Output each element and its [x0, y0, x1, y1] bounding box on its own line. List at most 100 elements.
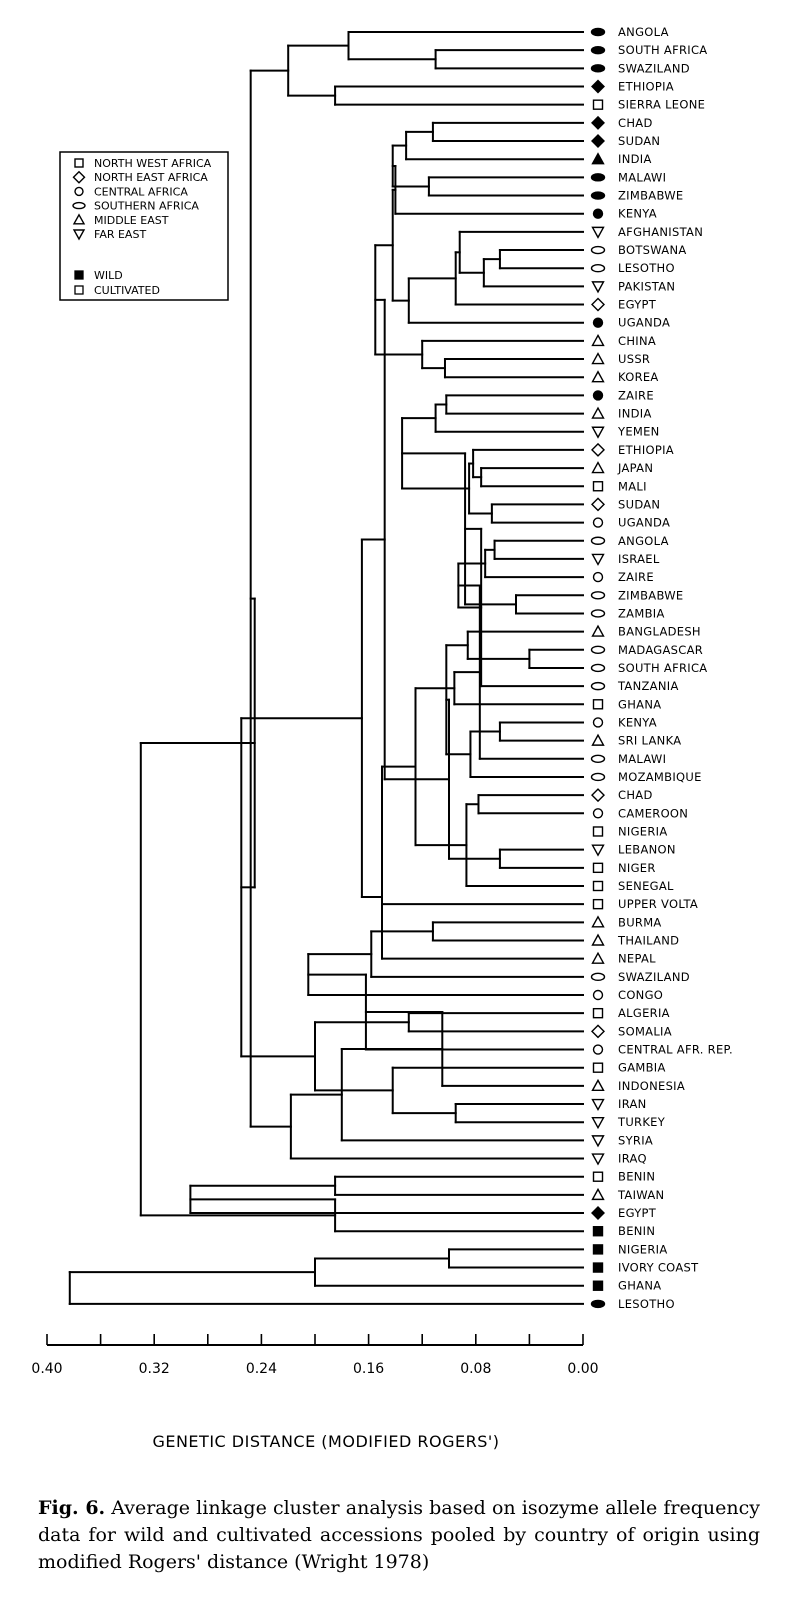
- legend-region-label-5: FAR EAST: [94, 228, 146, 241]
- ellipse-marker-13: [590, 264, 606, 273]
- triangle-up-marker-19: [591, 370, 605, 383]
- legend-open-square-icon: [74, 285, 84, 295]
- triangle-down-marker-60: [591, 1116, 605, 1130]
- leaf-label-31: ZIMBABWE: [618, 588, 683, 602]
- leaf-label-39: SRI LANKA: [618, 734, 681, 748]
- circle-marker-30: [592, 571, 604, 583]
- leaf-label-10: KENYA: [618, 207, 657, 221]
- legend-triangle-down-icon: [72, 229, 86, 241]
- triangle-down-marker-61: [591, 1135, 605, 1148]
- x-tick-label-2: 0.24: [246, 1361, 277, 1377]
- leaf-label-2: SWAZILAND: [618, 61, 690, 75]
- leaf-label-19: KOREA: [618, 370, 659, 384]
- square-marker-68: [592, 1262, 604, 1273]
- leaf-label-30: ZAIRE: [618, 570, 654, 584]
- leaf-label-54: ALGERIA: [618, 1006, 670, 1020]
- square-marker-37: [592, 699, 604, 710]
- square-marker-48: [592, 898, 604, 910]
- leaf-label-51: NEPAL: [618, 952, 656, 966]
- leaf-label-67: NIGERIA: [618, 1242, 668, 1256]
- leaf-label-12: BOTSWANA: [618, 243, 687, 257]
- leaf-label-37: GHANA: [618, 697, 661, 711]
- x-tick-label-0: 0.40: [31, 1361, 62, 1377]
- legend-box: [59, 151, 229, 301]
- leaf-label-62: IRAQ: [618, 1152, 647, 1166]
- leaf-label-70: LESOTHO: [618, 1297, 675, 1311]
- diamond-marker-26: [591, 497, 605, 512]
- caption-text: Average linkage cluster analysis based o…: [38, 1497, 760, 1573]
- circle-marker-27: [592, 517, 604, 528]
- ellipse-marker-36: [590, 681, 606, 691]
- ellipse-marker-32: [590, 609, 606, 618]
- leaf-label-56: CENTRAL AFR. REP.: [618, 1043, 733, 1057]
- leaf-label-52: SWAZILAND: [618, 970, 690, 984]
- circle-marker-43: [592, 808, 604, 819]
- triangle-down-marker-11: [591, 226, 605, 239]
- leaf-label-59: IRAN: [618, 1097, 647, 1111]
- x-axis: 0.40 0.32 0.24 0.16 0.08 0.00: [31, 1334, 599, 1377]
- leaf-label-1: SOUTH AFRICA: [618, 43, 707, 57]
- ellipse-marker-35: [590, 663, 606, 673]
- diamond-marker-55: [591, 1024, 605, 1039]
- leaf-label-5: CHAD: [618, 116, 653, 130]
- circle-marker-16: [592, 317, 604, 328]
- ellipse-marker-41: [590, 772, 606, 782]
- leaf-label-17: CHINA: [618, 334, 656, 348]
- ellipse-marker-31: [590, 591, 606, 600]
- square-marker-46: [592, 862, 604, 874]
- diamond-marker-15: [591, 297, 605, 312]
- leaf-label-48: UPPER VOLTA: [618, 897, 698, 911]
- leaf-label-46: NIGER: [618, 861, 656, 875]
- leaf-markers: [590, 27, 606, 1309]
- leaf-label-29: ISRAEL: [618, 552, 660, 566]
- leaf-label-35: SOUTH AFRICA: [618, 661, 707, 675]
- leaf-label-42: CHAD: [618, 788, 653, 802]
- diamond-marker-6: [591, 134, 605, 149]
- leaf-label-47: SENEGAL: [618, 879, 674, 893]
- x-tick-label-5: 0.00: [567, 1361, 598, 1377]
- x-axis-title: GENETIC DISTANCE (MODIFIED ROGERS'): [152, 1432, 499, 1451]
- triangle-up-marker-50: [591, 933, 605, 946]
- square-marker-47: [592, 880, 604, 892]
- leaf-label-49: BURMA: [618, 915, 662, 929]
- leaf-label-15: EGYPT: [618, 298, 657, 312]
- diamond-marker-65: [591, 1206, 605, 1221]
- leaf-label-26: SUDAN: [618, 497, 660, 511]
- leaf-label-21: INDIA: [618, 407, 652, 421]
- ellipse-marker-40: [590, 754, 606, 763]
- leaf-label-68: IVORY COAST: [618, 1261, 699, 1275]
- square-marker-54: [592, 1007, 604, 1019]
- leaf-label-34: MADAGASCAR: [618, 643, 703, 657]
- circle-marker-56: [592, 1044, 604, 1055]
- legend-region-label-1: NORTH EAST AFRICA: [94, 171, 208, 184]
- leaf-label-14: PAKISTAN: [618, 279, 675, 293]
- caption-label: Fig. 6.: [38, 1497, 106, 1519]
- square-marker-67: [592, 1244, 604, 1255]
- leaf-label-44: NIGERIA: [618, 824, 668, 838]
- square-marker-4: [592, 99, 604, 110]
- triangle-up-marker-33: [591, 624, 605, 637]
- legend-region-label-4: MIDDLE EAST: [94, 214, 169, 227]
- triangle-down-marker-59: [591, 1098, 605, 1111]
- legend-circle-icon: [74, 186, 84, 197]
- ellipse-marker-9: [590, 191, 606, 200]
- leaf-label-6: SUDAN: [618, 134, 660, 148]
- legend-ellipse-icon: [72, 201, 86, 210]
- leaf-label-25: MALI: [618, 479, 647, 493]
- triangle-up-marker-64: [591, 1187, 605, 1201]
- square-marker-25: [592, 481, 604, 492]
- leaf-label-28: ANGOLA: [618, 534, 669, 548]
- ellipse-marker-52: [590, 972, 606, 982]
- leaf-label-7: INDIA: [618, 152, 652, 166]
- leaf-label-43: CAMEROON: [618, 806, 688, 820]
- square-marker-57: [592, 1062, 604, 1073]
- leaf-label-63: BENIN: [618, 1170, 655, 1184]
- leaf-label-27: UGANDA: [618, 516, 670, 530]
- diamond-marker-3: [591, 79, 605, 94]
- leaf-label-20: ZAIRE: [618, 388, 654, 402]
- circle-marker-20: [592, 390, 604, 401]
- leaf-label-23: ETHIOPIA: [618, 443, 674, 457]
- leaf-label-61: SYRIA: [618, 1133, 653, 1147]
